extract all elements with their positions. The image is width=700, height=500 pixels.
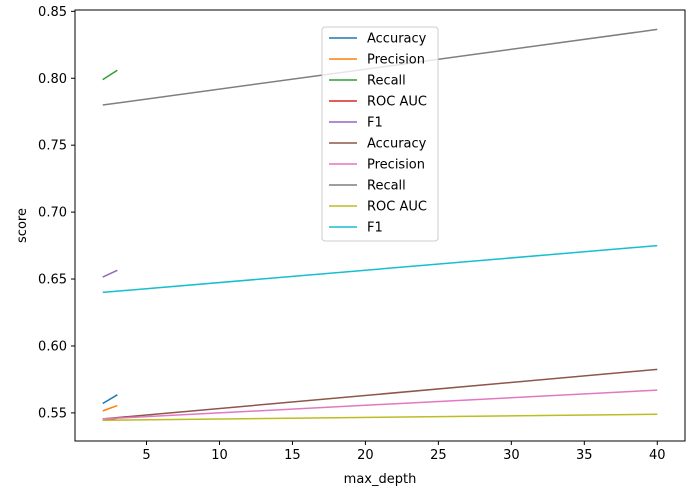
legend-label: ROC AUC (367, 95, 427, 110)
y-axis-label: score (15, 208, 30, 243)
y-tick-label: 0.60 (38, 339, 67, 354)
x-tick-label: 40 (649, 448, 666, 463)
y-tick-label: 0.85 (38, 5, 67, 20)
series-line-3 (102, 69, 118, 81)
legend-label: Accuracy (367, 137, 427, 152)
legend: Accuracy Precision Recall ROC AUC F1 Accuracy… (321, 26, 439, 242)
legend-label: ROC AUC (367, 200, 427, 215)
x-tick-label: 20 (357, 448, 374, 463)
x-axis-label: max_depth (344, 472, 417, 487)
series-line-9 (102, 413, 658, 422)
x-axis: 5 10 15 20 25 30 35 40 (142, 441, 666, 463)
x-tick-label: 15 (284, 448, 301, 463)
series-line-2 (102, 404, 118, 412)
series-line-6 (102, 368, 658, 420)
series-line-1 (102, 394, 118, 405)
series-line-5 (102, 269, 118, 278)
legend-label: Precision (367, 158, 425, 173)
y-tick-label: 0.75 (38, 139, 67, 154)
series-line-10 (102, 244, 658, 294)
plot-frame (74, 9, 686, 442)
y-tick-label: 0.55 (38, 406, 67, 421)
y-tick-label: 0.65 (38, 273, 67, 288)
y-tick-label: 0.80 (38, 72, 67, 87)
y-axis: 0.55 0.60 0.65 0.70 0.75 0.80 0.85 (38, 5, 75, 421)
series-layer (102, 28, 658, 422)
x-tick-label: 5 (142, 448, 150, 463)
x-tick-label: 35 (576, 448, 593, 463)
x-tick-label: 10 (211, 448, 228, 463)
y-tick-label: 0.70 (38, 206, 67, 221)
legend-label: Accuracy (367, 32, 427, 47)
legend-label: F1 (367, 221, 383, 236)
legend-label: Recall (367, 74, 406, 89)
x-tick-label: 30 (503, 448, 520, 463)
legend-label: Precision (367, 53, 425, 68)
series-line-7 (102, 389, 658, 420)
legend-label: F1 (367, 116, 383, 131)
legend-label: Recall (367, 179, 406, 194)
x-tick-label: 25 (430, 448, 447, 463)
